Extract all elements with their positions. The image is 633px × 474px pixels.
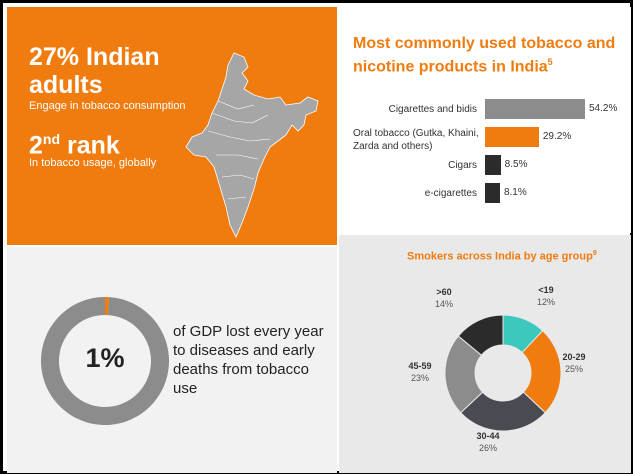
age-chart-title-sup: 9 <box>592 250 597 257</box>
bar-category-label: Oral tobacco (Gutka, Khaini, Zarda and o… <box>353 128 479 152</box>
gdp-percent: 1% <box>85 343 125 373</box>
bar-1 <box>485 127 539 147</box>
gdp-description: of GDP lost every year to diseases and e… <box>173 323 324 397</box>
rank-headline: 2nd rank <box>29 125 120 159</box>
age-chart-panel: Smokers across India by age group9 <19 12… <box>339 235 631 473</box>
bar-value-label: 54.2% <box>589 103 618 114</box>
gdp-donut-chart <box>40 297 169 425</box>
bar-value-label: 8.5% <box>504 159 528 170</box>
age-value-label: 14% <box>434 299 453 309</box>
age-donut-chart <box>444 314 562 432</box>
age-slice-1 <box>521 330 562 414</box>
products-chart-title-sup: 5 <box>547 57 553 67</box>
age-chart-title: Smokers across India by age group9 <box>407 247 607 264</box>
gdp-donut-slice <box>105 297 110 316</box>
age-category-label: 20-29 <box>562 352 586 362</box>
age-chart-title-text: Smokers across India by age group <box>407 250 593 263</box>
gdp-panel: 1% of GDP lost every year to diseases an… <box>7 247 337 473</box>
rank-number: 2 <box>29 131 43 160</box>
bar-category-label: Cigars <box>448 160 477 171</box>
age-value-label: 23% <box>410 373 429 383</box>
rank-suffix: nd <box>42 131 61 147</box>
products-chart-panel: Most commonly used tobacco and nicotine … <box>339 7 631 233</box>
age-value-label: 25% <box>564 364 583 374</box>
bar-0 <box>485 99 585 119</box>
bar-2 <box>485 155 501 175</box>
rank-subtext: In tobacco usage, globally <box>29 157 157 169</box>
age-category-label: 30-44 <box>476 431 500 441</box>
age-category-label: 45-59 <box>408 361 432 371</box>
bar-category-label: Cigarettes and bidis <box>388 104 477 115</box>
adults-subtext: Engage in tobacco consumption <box>29 100 186 112</box>
age-category-label: >60 <box>436 287 452 297</box>
bar-category-label: e-cigarettes <box>424 188 477 199</box>
bar-value-label: 8.1% <box>503 187 527 198</box>
stats-panel: 27% Indian adults Engage in tobacco cons… <box>7 7 337 245</box>
products-chart-title: Most commonly used tobacco and nicotine … <box>353 35 623 76</box>
age-slice-4 <box>457 314 504 356</box>
adults-headline: 27% Indian adults <box>29 43 160 99</box>
age-category-label: <19 <box>538 285 554 295</box>
bar-3 <box>485 183 500 203</box>
age-value-label: 12% <box>536 297 555 307</box>
age-value-label: 26% <box>478 443 497 453</box>
products-chart-title-text: Most commonly used tobacco and nicotine … <box>353 35 616 76</box>
bar-value-label: 29.2% <box>542 131 572 142</box>
india-map-icon <box>185 52 319 238</box>
rank-word: rank <box>60 131 120 160</box>
